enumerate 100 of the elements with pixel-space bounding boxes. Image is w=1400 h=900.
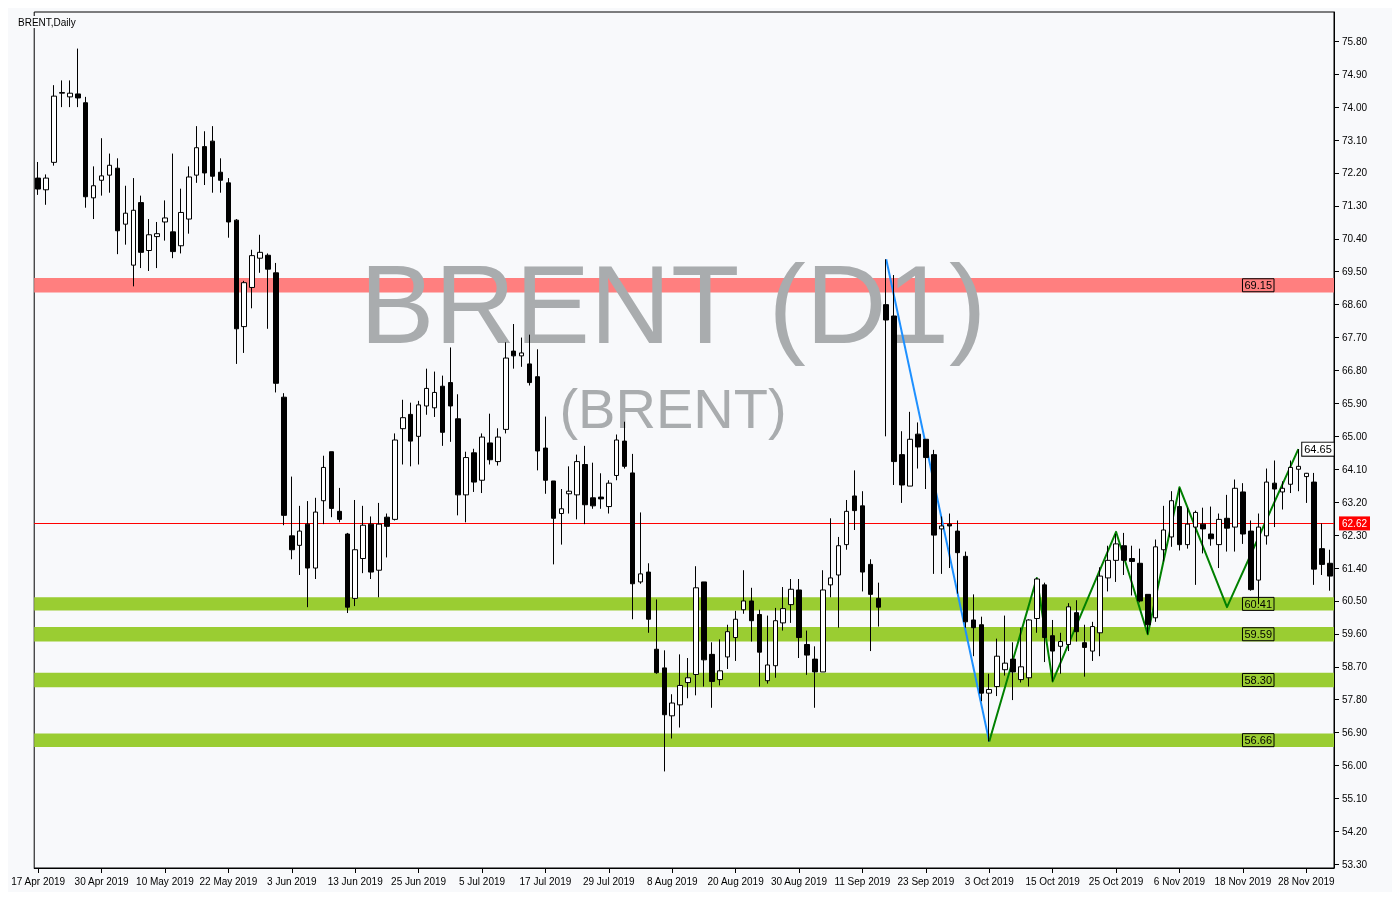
candlestick <box>1161 505 1166 562</box>
candlestick <box>289 476 295 560</box>
candlestick <box>915 421 921 470</box>
y-tick-label: 72.20 <box>1342 167 1368 179</box>
candlestick <box>535 348 540 471</box>
x-tick-label: 13 Jun 2019 <box>327 875 384 887</box>
candlestick <box>947 513 952 569</box>
candlestick <box>836 536 841 629</box>
x-tick-label: 11 Sep 2019 <box>834 875 891 887</box>
candlestick <box>337 487 342 523</box>
candlestick <box>194 125 199 184</box>
candlestick <box>685 657 691 699</box>
candlestick <box>1058 632 1063 675</box>
candlestick <box>273 262 279 393</box>
y-tick-label: 63.20 <box>1342 496 1368 508</box>
candlestick <box>440 375 445 447</box>
candlestick <box>210 125 215 194</box>
candlestick <box>83 96 88 209</box>
candlestick <box>265 252 271 330</box>
candlestick <box>907 411 913 487</box>
x-tick-label: 23 Sep 2019 <box>897 875 955 887</box>
candlestick <box>796 578 802 659</box>
candlestick <box>1264 468 1269 546</box>
x-tick-label: 10 May 2019 <box>136 875 195 887</box>
y-tick-label: 65.00 <box>1342 430 1368 442</box>
y-tick-label: 67.70 <box>1342 332 1368 344</box>
candlestick <box>733 610 738 662</box>
candlestick <box>566 465 572 515</box>
x-tick-label: 22 May 2019 <box>199 875 258 887</box>
band-label: 69.15 <box>1244 279 1272 292</box>
candlestick <box>717 638 723 686</box>
candlestick <box>1129 545 1135 596</box>
annotation: 64.65 <box>1304 443 1332 456</box>
candlestick <box>107 153 112 194</box>
candlestick <box>741 569 746 615</box>
candlestick <box>559 488 564 546</box>
candlestick <box>1097 566 1103 657</box>
candlestick <box>1304 472 1309 504</box>
candlestick <box>384 513 390 558</box>
candlestick <box>543 416 548 495</box>
x-tick-label: 8 Aug 2019 <box>646 875 698 887</box>
candlestick <box>963 551 968 629</box>
candlestick <box>1169 490 1174 548</box>
candlestick <box>392 432 398 521</box>
y-tick-label: 60.50 <box>1342 595 1368 607</box>
candlestick <box>780 586 786 632</box>
y-tick-label: 64.10 <box>1342 463 1368 475</box>
candlestick <box>202 130 207 186</box>
candlestick <box>1311 472 1317 586</box>
candlestick <box>503 341 509 434</box>
candlestick <box>757 609 762 688</box>
x-tick-label: 3 Oct 2019 <box>964 875 1015 887</box>
candlestick <box>1042 582 1047 663</box>
candlestick <box>860 490 865 592</box>
candlestick <box>551 480 556 565</box>
candlestick <box>1026 618 1032 688</box>
candlestick <box>368 515 374 580</box>
candlestick <box>226 177 231 239</box>
candlestick <box>297 505 302 576</box>
candlestick <box>471 448 477 493</box>
candlestick <box>1050 619 1055 682</box>
candlestick <box>788 578 794 624</box>
candlestick <box>154 221 160 269</box>
candlestick <box>455 393 461 516</box>
candlestick <box>313 497 318 580</box>
candlestick <box>43 173 49 206</box>
candlestick <box>487 413 493 466</box>
y-tick-label: 54.20 <box>1342 825 1368 837</box>
x-tick-label: 17 Jul 2019 <box>519 875 572 887</box>
y-tick-label: 69.50 <box>1342 266 1368 278</box>
candlestick <box>75 48 81 108</box>
candlestick <box>1105 545 1111 592</box>
candlestick <box>773 607 778 679</box>
y-tick-label: 57.80 <box>1342 694 1368 706</box>
candlestick <box>1216 513 1222 569</box>
candlestick <box>574 454 580 520</box>
candlestick <box>852 469 857 531</box>
candlestick <box>606 479 612 515</box>
candlestick <box>1296 448 1301 492</box>
x-tick-label: 3 Jun 2019 <box>267 875 317 887</box>
x-tick-label: 18 Nov 2019 <box>1214 875 1272 887</box>
candlestick <box>138 195 144 269</box>
candlestick <box>218 157 223 194</box>
y-tick-label: 71.30 <box>1342 200 1368 212</box>
candlestick <box>820 569 826 673</box>
candlestick <box>1121 532 1127 576</box>
candlestick <box>1153 539 1158 623</box>
candlestick <box>234 218 239 365</box>
candlestick <box>186 165 192 235</box>
candlestick <box>281 392 287 526</box>
candlestick <box>99 137 104 197</box>
y-tick-label: 53.30 <box>1342 858 1368 870</box>
band-label: 59.59 <box>1244 628 1272 641</box>
line-series <box>988 448 1300 743</box>
candlestick <box>352 499 358 607</box>
y-tick-label: 56.00 <box>1342 760 1368 772</box>
candlestick <box>654 598 659 675</box>
candlestick <box>329 451 334 518</box>
y-tick-label: 65.90 <box>1342 397 1368 409</box>
candlestick <box>1137 548 1143 603</box>
